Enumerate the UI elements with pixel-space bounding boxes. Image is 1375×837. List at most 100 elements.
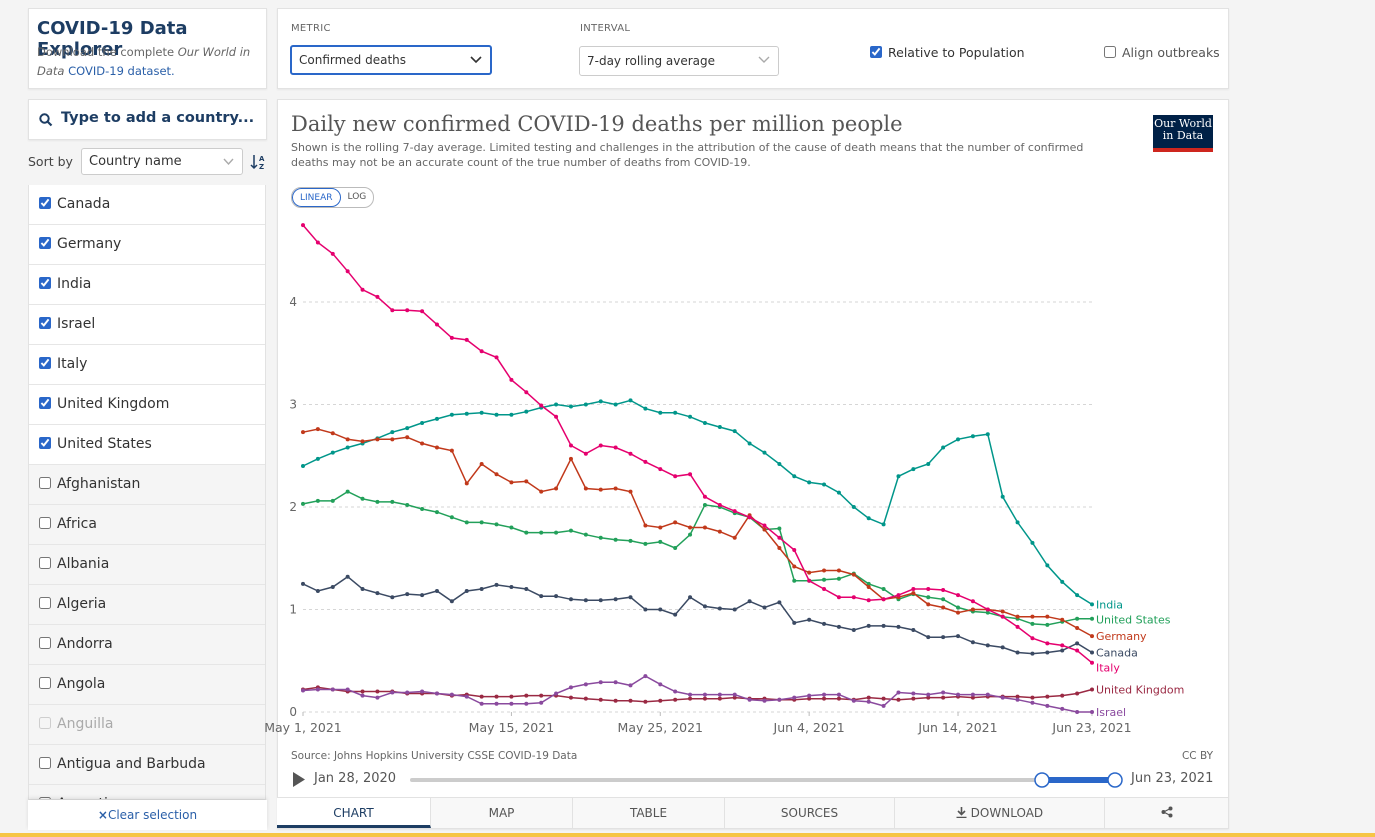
data-point [851,628,856,632]
country-checkbox[interactable] [39,637,51,649]
country-name: Afghanistan [57,476,141,492]
tab-table[interactable]: TABLE [573,797,725,828]
data-point [673,689,678,694]
country-row[interactable]: Germany [29,225,265,265]
country-row[interactable]: Anguilla [29,705,265,745]
option-align[interactable]: Align outbreaks [1104,45,1220,60]
data-point [494,522,499,527]
tab-map[interactable]: MAP [431,797,573,828]
country-row[interactable]: United Kingdom [29,385,265,425]
data-point [658,682,663,687]
country-checkbox[interactable] [39,197,51,209]
country-row[interactable]: Albania [29,545,265,585]
country-checkbox[interactable] [39,597,51,609]
country-checkbox[interactable] [39,717,51,729]
data-point [494,355,499,360]
tab-sources[interactable]: SOURCES [725,797,895,828]
slider-handle[interactable] [1107,772,1123,788]
scale-linear[interactable]: LINEAR [292,188,341,207]
tab-download-label: DOWNLOAD [970,806,1044,820]
owid-logo[interactable]: Our World in Data [1153,115,1213,152]
country-checkbox[interactable] [39,517,51,529]
country-row[interactable]: Africa [29,505,265,545]
data-point [777,461,782,466]
data-point [702,692,707,697]
country-row[interactable]: Angola [29,665,265,705]
country-checkbox[interactable] [39,757,51,769]
search-icon [39,113,53,127]
country-checkbox[interactable] [39,397,51,409]
country-row[interactable]: Italy [29,345,265,385]
country-checkbox[interactable] [39,797,51,799]
clear-selection[interactable]: ×Clear selection [28,800,267,830]
clear-icon: × [97,808,108,822]
data-point [777,697,782,702]
data-point [822,692,827,697]
option-population[interactable]: Relative to Population [870,45,1025,60]
data-point [673,474,678,479]
data-point [941,588,946,593]
download-icon [956,807,967,819]
license[interactable]: CC BY [1181,750,1213,762]
data-point [1030,540,1035,545]
country-row[interactable]: Antigua and Barbuda [29,745,265,785]
data-point [1090,650,1094,655]
data-point [1030,636,1035,641]
data-point [1090,687,1094,692]
timeline-slider[interactable] [405,768,1127,792]
country-row[interactable]: Israel [29,305,265,345]
data-point [1060,648,1065,653]
data-point [330,431,335,436]
data-point [420,507,425,512]
country-checkbox[interactable] [39,237,51,249]
checkbox[interactable] [870,46,882,58]
country-row[interactable]: Argentina [29,785,265,799]
country-checkbox[interactable] [39,677,51,689]
slider-handle[interactable] [1034,772,1050,788]
country-row[interactable]: India [29,265,265,305]
sort-direction[interactable]: AZ [250,154,266,170]
data-point [554,594,559,599]
data-point [866,699,871,704]
country-checkbox[interactable] [39,357,51,369]
data-point [390,430,395,435]
data-point [568,404,573,409]
data-point [405,592,410,597]
data-point [1060,643,1065,648]
data-point [405,435,410,440]
data-point [479,461,484,466]
sort-select[interactable]: Country name [81,148,243,175]
country-checkbox[interactable] [39,557,51,569]
data-point [956,593,961,598]
tab-chart[interactable]: CHART [277,797,431,828]
data-point [688,696,693,701]
data-point [628,489,633,494]
country-name: Israel [57,316,96,332]
data-point [911,591,916,596]
metric-select[interactable]: Confirmed deaths [290,45,492,75]
tab-share[interactable] [1105,797,1229,828]
dataset-link[interactable]: COVID-19 dataset. [68,64,175,78]
tab-download[interactable]: DOWNLOAD [895,797,1105,828]
scale-log[interactable]: LOG [347,192,367,202]
country-row[interactable]: Canada [29,185,265,225]
checkbox[interactable] [1104,46,1116,58]
interval-select[interactable]: 7-day rolling average [579,46,779,76]
country-checkbox[interactable] [39,477,51,489]
data-point [1090,602,1094,607]
country-row[interactable]: Andorra [29,625,265,665]
country-row[interactable]: Algeria [29,585,265,625]
slider-track [410,778,1115,782]
metric-label: METRIC [291,23,331,34]
country-checkbox[interactable] [39,317,51,329]
series-label: United States [1096,613,1171,626]
data-point [434,416,439,421]
play-button[interactable] [290,770,310,790]
country-row[interactable]: United States [29,425,265,465]
country-row[interactable]: Afghanistan [29,465,265,505]
country-checkbox[interactable] [39,277,51,289]
data-point [449,515,454,520]
country-checkbox[interactable] [39,437,51,449]
search-box[interactable]: Type to add a country... [28,99,267,140]
data-point [807,696,812,701]
